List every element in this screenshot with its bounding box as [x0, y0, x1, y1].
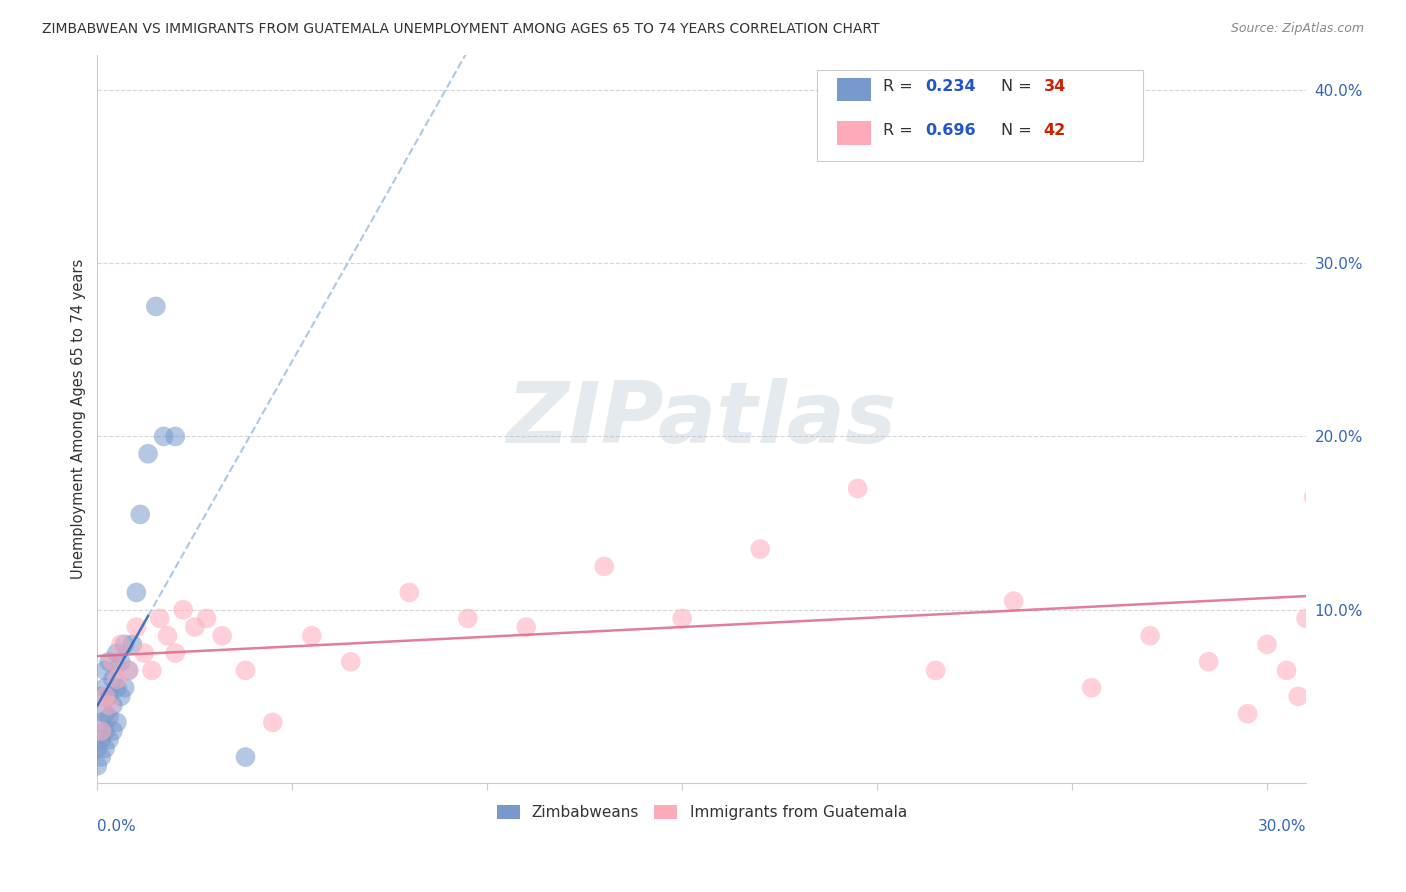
Point [90, 732, 112, 747]
Text: N =: N = [1001, 122, 1038, 137]
Point [136, 447, 159, 461]
Point [94, 681, 117, 695]
Text: 0.696: 0.696 [925, 122, 976, 137]
Point [846, 482, 869, 496]
Point [110, 690, 132, 704]
Point [105, 672, 128, 686]
Point [195, 611, 218, 625]
Point [235, 664, 257, 678]
Point [94, 741, 117, 756]
Point [1319, 603, 1341, 617]
Point [110, 637, 132, 651]
Point [114, 637, 136, 651]
Point [94, 724, 117, 739]
Text: 30.0%: 30.0% [1257, 820, 1306, 834]
Point [86, 741, 108, 756]
Point [101, 655, 124, 669]
Point [105, 646, 128, 660]
Bar [837, 121, 870, 145]
Bar [837, 78, 870, 101]
Legend: Zimbabweans, Immigrants from Guatemala: Zimbabweans, Immigrants from Guatemala [491, 799, 912, 826]
Point [1002, 594, 1025, 608]
Point [339, 655, 361, 669]
Point [165, 429, 187, 443]
Point [117, 664, 139, 678]
Point [457, 611, 479, 625]
Point [924, 664, 946, 678]
Point [94, 706, 117, 721]
Point [1295, 611, 1317, 625]
Text: ZIMBABWEAN VS IMMIGRANTS FROM GUATEMALA UNEMPLOYMENT AMONG AGES 65 TO 74 YEARS C: ZIMBABWEAN VS IMMIGRANTS FROM GUATEMALA … [42, 22, 880, 37]
Point [749, 542, 772, 557]
Point [671, 611, 693, 625]
Point [114, 681, 136, 695]
Text: 0.234: 0.234 [925, 78, 976, 94]
Point [94, 690, 117, 704]
Point [98, 698, 121, 712]
Point [593, 559, 616, 574]
Point [172, 603, 194, 617]
Point [1310, 230, 1333, 244]
Point [121, 637, 143, 651]
Point [184, 620, 207, 634]
Point [301, 629, 323, 643]
Point [105, 715, 128, 730]
Point [98, 732, 121, 747]
Text: Source: ZipAtlas.com: Source: ZipAtlas.com [1230, 22, 1364, 36]
Point [117, 664, 139, 678]
Point [98, 655, 121, 669]
Point [1275, 664, 1298, 678]
Point [211, 629, 233, 643]
Point [156, 629, 179, 643]
Point [149, 611, 172, 625]
Point [152, 429, 174, 443]
Point [262, 715, 284, 730]
Y-axis label: Unemployment Among Ages 65 to 74 years: Unemployment Among Ages 65 to 74 years [72, 259, 86, 579]
Point [90, 750, 112, 764]
Point [515, 620, 537, 634]
Point [145, 300, 167, 314]
Text: R =: R = [883, 78, 918, 94]
Point [101, 698, 124, 712]
Point [125, 620, 148, 634]
Point [398, 585, 420, 599]
Point [235, 750, 257, 764]
Point [134, 646, 156, 660]
Point [90, 715, 112, 730]
Point [165, 646, 187, 660]
Point [90, 690, 112, 704]
Point [110, 655, 132, 669]
Point [101, 724, 124, 739]
Text: 0.0%: 0.0% [97, 820, 136, 834]
Point [90, 724, 112, 739]
Text: 34: 34 [1043, 78, 1066, 94]
Point [1256, 637, 1278, 651]
Point [94, 664, 117, 678]
Point [98, 690, 121, 704]
Point [101, 672, 124, 686]
Point [1302, 490, 1324, 504]
Point [105, 681, 128, 695]
Point [1326, 672, 1348, 686]
FancyBboxPatch shape [817, 70, 1143, 161]
Point [98, 710, 121, 724]
Point [129, 508, 152, 522]
Text: N =: N = [1001, 78, 1038, 94]
Text: ZIPatlas: ZIPatlas [506, 377, 897, 460]
Text: 42: 42 [1043, 122, 1066, 137]
Point [141, 664, 163, 678]
Text: R =: R = [883, 122, 918, 137]
Point [1139, 629, 1161, 643]
Point [1080, 681, 1102, 695]
Point [86, 758, 108, 772]
Point [1198, 655, 1220, 669]
Point [125, 585, 148, 599]
Point [1286, 690, 1309, 704]
Point [1236, 706, 1258, 721]
